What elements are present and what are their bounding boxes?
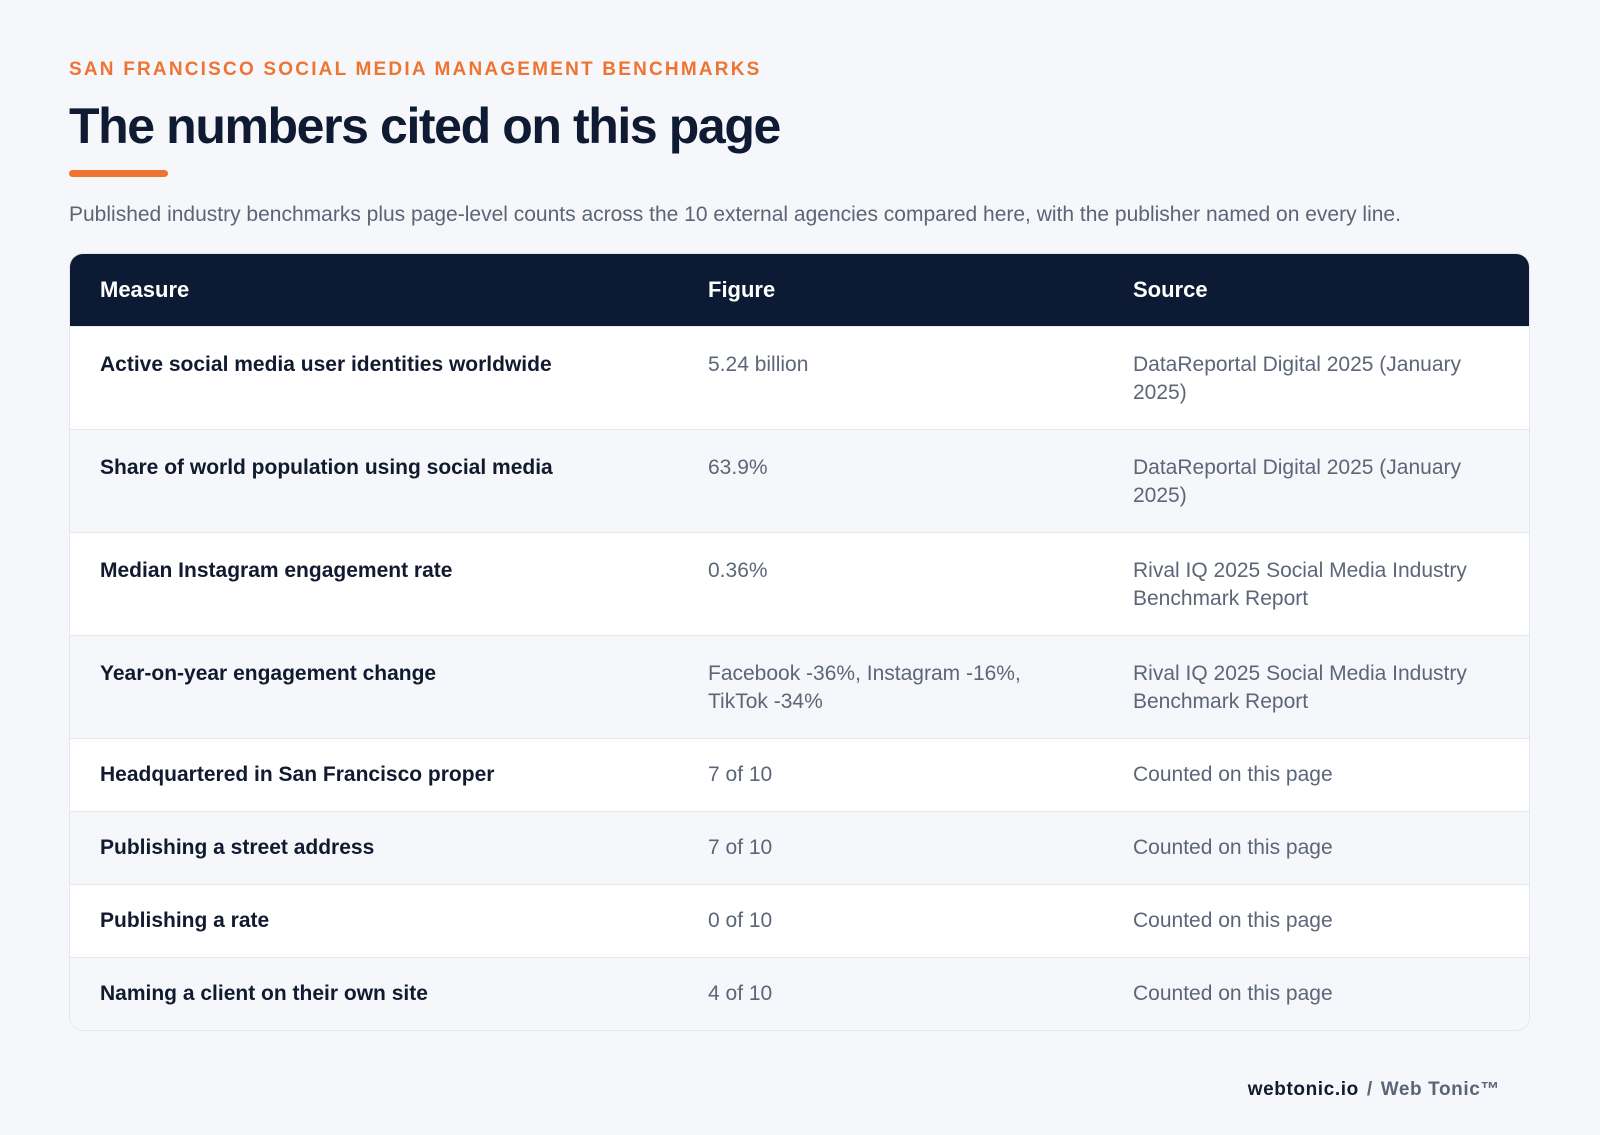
source-cell: Rival IQ 2025 Social Media Industry Benc… — [1133, 661, 1467, 713]
column-header-source: Source — [1133, 276, 1208, 302]
footer-brand: Web Tonic™ — [1380, 1079, 1500, 1100]
table-row: Median Instagram engagement rate 0.36% R… — [70, 532, 1529, 635]
benchmarks-table-card: Measure Figure Source Active social medi… — [69, 253, 1530, 1031]
measure-cell: Publishing a street address — [100, 835, 375, 859]
source-cell: Rival IQ 2025 Social Media Industry Benc… — [1133, 558, 1467, 610]
source-cell: Counted on this page — [1133, 908, 1333, 932]
source-cell: Counted on this page — [1133, 981, 1333, 1005]
measure-cell: Publishing a rate — [100, 908, 270, 932]
figure-cell: 0 of 10 — [708, 908, 773, 932]
table-row: Naming a client on their own site 4 of 1… — [70, 957, 1529, 1030]
column-header-figure: Figure — [708, 276, 776, 302]
figure-cell: 5.24 billion — [708, 352, 809, 376]
table-header-row: Measure Figure Source — [70, 254, 1529, 326]
table-row: Year-on-year engagement change Facebook … — [70, 635, 1529, 738]
eyebrow-label: SAN FRANCISCO SOCIAL MEDIA MANAGEMENT BE… — [69, 59, 762, 80]
measure-cell: Active social media user identities worl… — [100, 352, 552, 376]
page-subtitle: Published industry benchmarks plus page-… — [69, 203, 1401, 226]
source-cell: DataReportal Digital 2025 (January 2025) — [1133, 352, 1462, 404]
measure-cell: Headquartered in San Francisco proper — [100, 762, 495, 786]
table-row: Headquartered in San Francisco proper 7 … — [70, 738, 1529, 811]
title-accent-bar — [69, 170, 168, 177]
footer-separator: / — [1366, 1079, 1373, 1100]
measure-cell: Share of world population using social m… — [100, 455, 553, 479]
footer-domain-link[interactable]: webtonic.io — [1247, 1079, 1359, 1100]
table-row: Publishing a street address 7 of 10 Coun… — [70, 811, 1529, 884]
table-row: Publishing a rate 0 of 10 Counted on thi… — [70, 884, 1529, 957]
benchmarks-table: Measure Figure Source Active social medi… — [70, 254, 1529, 1030]
measure-cell: Median Instagram engagement rate — [100, 558, 453, 582]
figure-cell: 63.9% — [708, 455, 768, 479]
figure-cell: 7 of 10 — [708, 835, 773, 859]
measure-cell: Year-on-year engagement change — [100, 661, 437, 685]
measure-cell: Naming a client on their own site — [100, 981, 428, 1005]
figure-cell: Facebook -36%, Instagram -16%, TikTok -3… — [708, 661, 1021, 713]
source-cell: DataReportal Digital 2025 (January 2025) — [1133, 455, 1462, 507]
column-header-measure: Measure — [100, 276, 190, 302]
table-row: Share of world population using social m… — [70, 429, 1529, 532]
table-row: Active social media user identities worl… — [70, 326, 1529, 429]
footer-credit: webtonic.io / Web Tonic™ — [1248, 1079, 1500, 1101]
source-cell: Counted on this page — [1133, 835, 1333, 859]
figure-cell: 0.36% — [708, 558, 768, 582]
source-cell: Counted on this page — [1133, 762, 1333, 786]
figure-cell: 4 of 10 — [708, 981, 773, 1005]
figure-cell: 7 of 10 — [708, 762, 773, 786]
page-title: The numbers cited on this page — [69, 98, 781, 154]
